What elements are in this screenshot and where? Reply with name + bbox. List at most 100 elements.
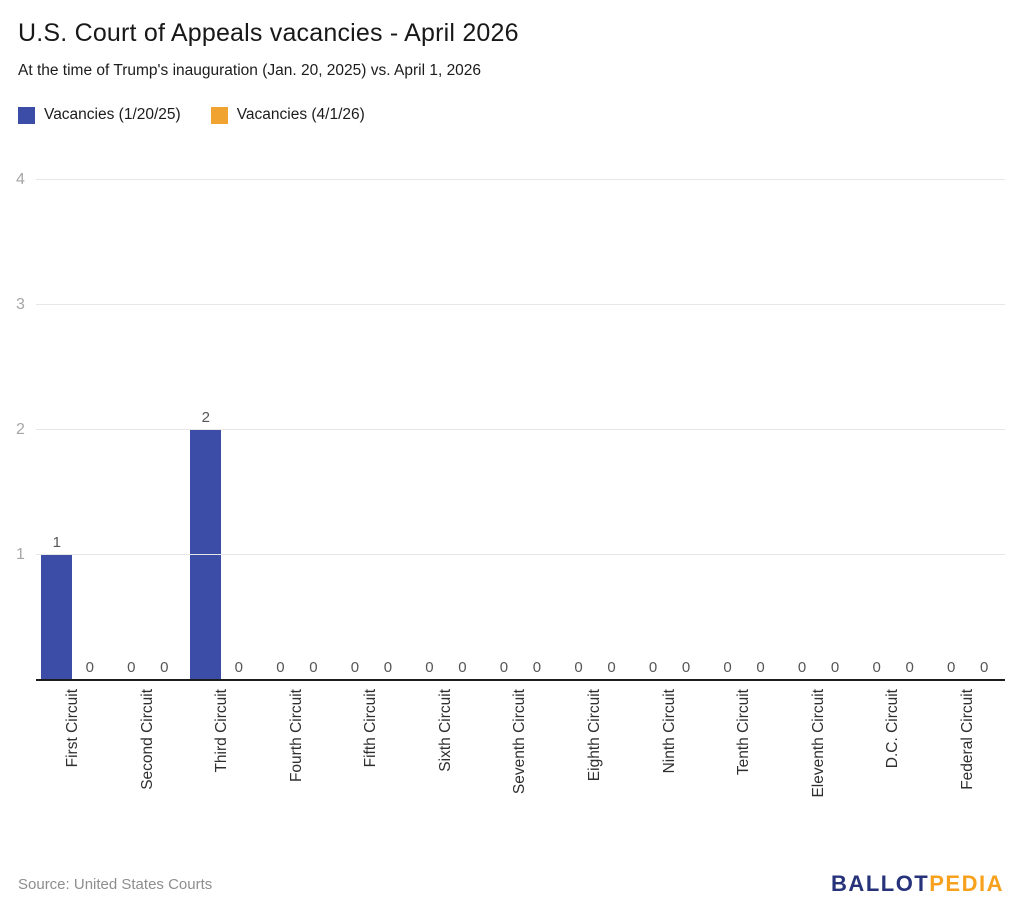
- bar-slot: 0: [671, 180, 702, 680]
- bar-slot: 0: [861, 180, 892, 680]
- bar-value-label: 0: [756, 658, 765, 676]
- bar-slot: 0: [894, 180, 925, 680]
- x-axis-label-slot: Seventh Circuit: [483, 680, 558, 852]
- legend-swatch-orange-icon: [210, 106, 228, 124]
- bar-slot: 0: [339, 180, 370, 680]
- bar-value-label: 0: [276, 658, 285, 676]
- x-axis-label-slot: Tenth Circuit: [707, 680, 782, 852]
- x-axis-label: Fourth Circuit: [287, 689, 305, 783]
- bar-slot: 0: [712, 180, 743, 680]
- bar-slot: 0: [521, 180, 552, 680]
- x-axis-label: Federal Circuit: [958, 689, 976, 790]
- bar-slot: 2: [190, 180, 222, 680]
- chart-subtitle: At the time of Trump's inauguration (Jan…: [18, 62, 482, 79]
- bar-slot: 0: [787, 180, 818, 680]
- bar-value-label: 0: [830, 658, 840, 676]
- x-axis-label: Seventh Circuit: [511, 689, 529, 795]
- bar-slot: 0: [414, 180, 445, 680]
- x-axis-labels: First Circuit Second Circuit Third Circuit…: [36, 680, 1005, 852]
- bar-value-label: 1: [52, 533, 61, 551]
- x-axis-label-slot: D.C. Circuit: [856, 680, 931, 852]
- logo-pedia-text: PEDIA: [929, 871, 1004, 896]
- bar-value-label: 0: [872, 658, 881, 676]
- x-axis-label-slot: Ninth Circuit: [632, 680, 707, 852]
- y-tick-label-3: 3: [16, 296, 25, 313]
- bar-value-label: 0: [309, 658, 318, 676]
- x-axis-label-slot: Fourth Circuit: [260, 680, 335, 852]
- bar-value-label: 0: [946, 658, 956, 676]
- bar-slot: 0: [298, 180, 329, 680]
- x-axis-label: D.C. Circuit: [884, 689, 902, 769]
- bar-slot: 0: [74, 180, 105, 680]
- x-axis-label: Ninth Circuit: [660, 689, 678, 774]
- x-axis-label-slot: Eighth Circuit: [558, 680, 633, 852]
- bar-value-label: 0: [425, 658, 434, 676]
- bar-slot: 1: [41, 180, 73, 680]
- bar-slot: 0: [563, 180, 594, 680]
- x-axis-label-slot: Second Circuit: [111, 680, 186, 852]
- bar-value-label: 0: [234, 658, 243, 676]
- bar-slot: 0: [820, 180, 851, 680]
- bar-slot: 0: [116, 180, 147, 680]
- bar-value-label: 0: [85, 658, 94, 676]
- x-axis-label: Third Circuit: [213, 689, 231, 773]
- bar-slot: 0: [223, 180, 254, 680]
- x-axis-label-slot: First Circuit: [36, 680, 111, 852]
- bar[interactable]: [41, 555, 73, 680]
- x-axis-line: [36, 679, 1005, 681]
- bar-slot: 0: [936, 180, 967, 680]
- legend-label-vacancies-1-20-25: Vacancies (1/20/25): [44, 106, 181, 123]
- x-axis-label: Fifth Circuit: [362, 689, 380, 768]
- legend-swatch-blue-icon: [18, 106, 35, 124]
- bar-value-label: 0: [458, 658, 467, 676]
- bar-slot: 0: [638, 180, 669, 680]
- bar-value-label: 0: [383, 658, 393, 676]
- bar-value-label: 0: [532, 658, 542, 676]
- bar-slot: 0: [265, 180, 296, 680]
- bar-value-label: 0: [905, 658, 914, 676]
- bar-slot: 0: [745, 180, 776, 680]
- bar-slot: 0: [596, 180, 627, 680]
- bar-slot: 0: [969, 180, 1000, 680]
- ballotpedia-logo: BALLOTPEDIA: [831, 873, 1004, 895]
- bar-slot: 0: [447, 180, 478, 680]
- bar-slot: 0: [149, 180, 180, 680]
- x-axis-label: Eleventh Circuit: [809, 689, 827, 798]
- x-axis-label-slot: Third Circuit: [185, 680, 260, 852]
- x-axis-label-slot: Federal Circuit: [930, 680, 1005, 852]
- bar-value-label: 0: [681, 658, 691, 676]
- legend-item-vacancies-4-1-26[interactable]: Vacancies (4/1/26): [210, 106, 365, 124]
- x-axis-label: Sixth Circuit: [436, 689, 454, 772]
- bar-value-label: 0: [607, 658, 616, 676]
- bar-value-label: 0: [574, 658, 583, 676]
- x-axis-label: Tenth Circuit: [735, 689, 753, 776]
- legend-label-vacancies-4-1-26: Vacancies (4/1/26): [236, 106, 365, 123]
- bar-value-label: 0: [499, 658, 509, 676]
- x-axis-label-slot: Fifth Circuit: [334, 680, 409, 852]
- gridline-4: [36, 179, 1005, 180]
- x-axis-label: Second Circuit: [138, 689, 156, 790]
- x-axis-label: First Circuit: [64, 689, 82, 768]
- legend-item-vacancies-1-20-25[interactable]: Vacancies (1/20/25): [18, 106, 181, 124]
- bar[interactable]: [190, 430, 222, 680]
- x-axis-label: Eighth Circuit: [585, 689, 603, 782]
- bar-value-label: 2: [201, 408, 210, 426]
- y-tick-label-1: 1: [16, 546, 25, 563]
- bar-value-label: 0: [127, 658, 136, 676]
- bar-value-label: 0: [979, 658, 989, 676]
- bar-value-label: 0: [350, 658, 360, 676]
- x-axis-label-slot: Eleventh Circuit: [781, 680, 856, 852]
